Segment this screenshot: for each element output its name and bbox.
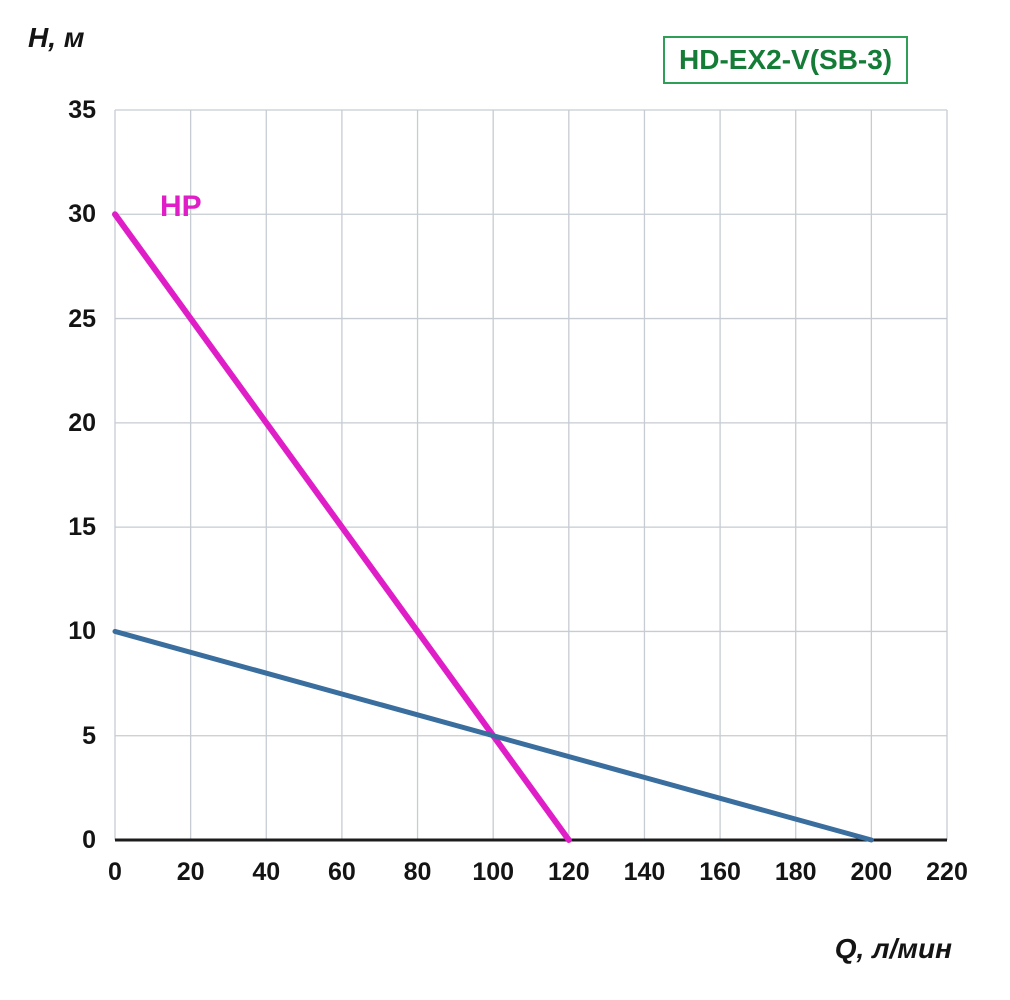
x-axis-title: Q, л/мин [834, 933, 952, 964]
y-tick-label: 15 [68, 513, 96, 542]
x-tick-label: 0 [108, 858, 122, 886]
x-tick-label: 20 [176, 858, 205, 886]
x-tick-label: 80 [403, 858, 432, 886]
y-tick-label: 25 [68, 304, 96, 333]
y-tick-label: 10 [68, 617, 96, 646]
hp-series-label: HP [160, 190, 202, 223]
x-tick-label: 40 [252, 858, 281, 886]
y-tick-label: 20 [68, 408, 96, 437]
y-tick-label: 30 [68, 200, 96, 229]
x-tick-label: 100 [472, 858, 515, 886]
secondary-curve [112, 628, 874, 843]
y-tick-label: 0 [82, 826, 96, 854]
x-tick-label: 180 [774, 858, 817, 886]
y-axis-title: H, м [28, 22, 85, 53]
x-tick-label: 60 [328, 858, 356, 886]
x-tick-label: 160 [699, 858, 741, 886]
chart-title-box: HD-EX2-V(SB-3) [663, 36, 909, 84]
x-tick-label: 120 [547, 858, 590, 886]
y-tick-label: 5 [82, 721, 96, 750]
x-tick-label: 140 [623, 858, 666, 886]
x-tick-label: 220 [926, 858, 968, 886]
x-tick-label: 200 [850, 858, 893, 886]
y-tick-label: 35 [68, 96, 96, 124]
